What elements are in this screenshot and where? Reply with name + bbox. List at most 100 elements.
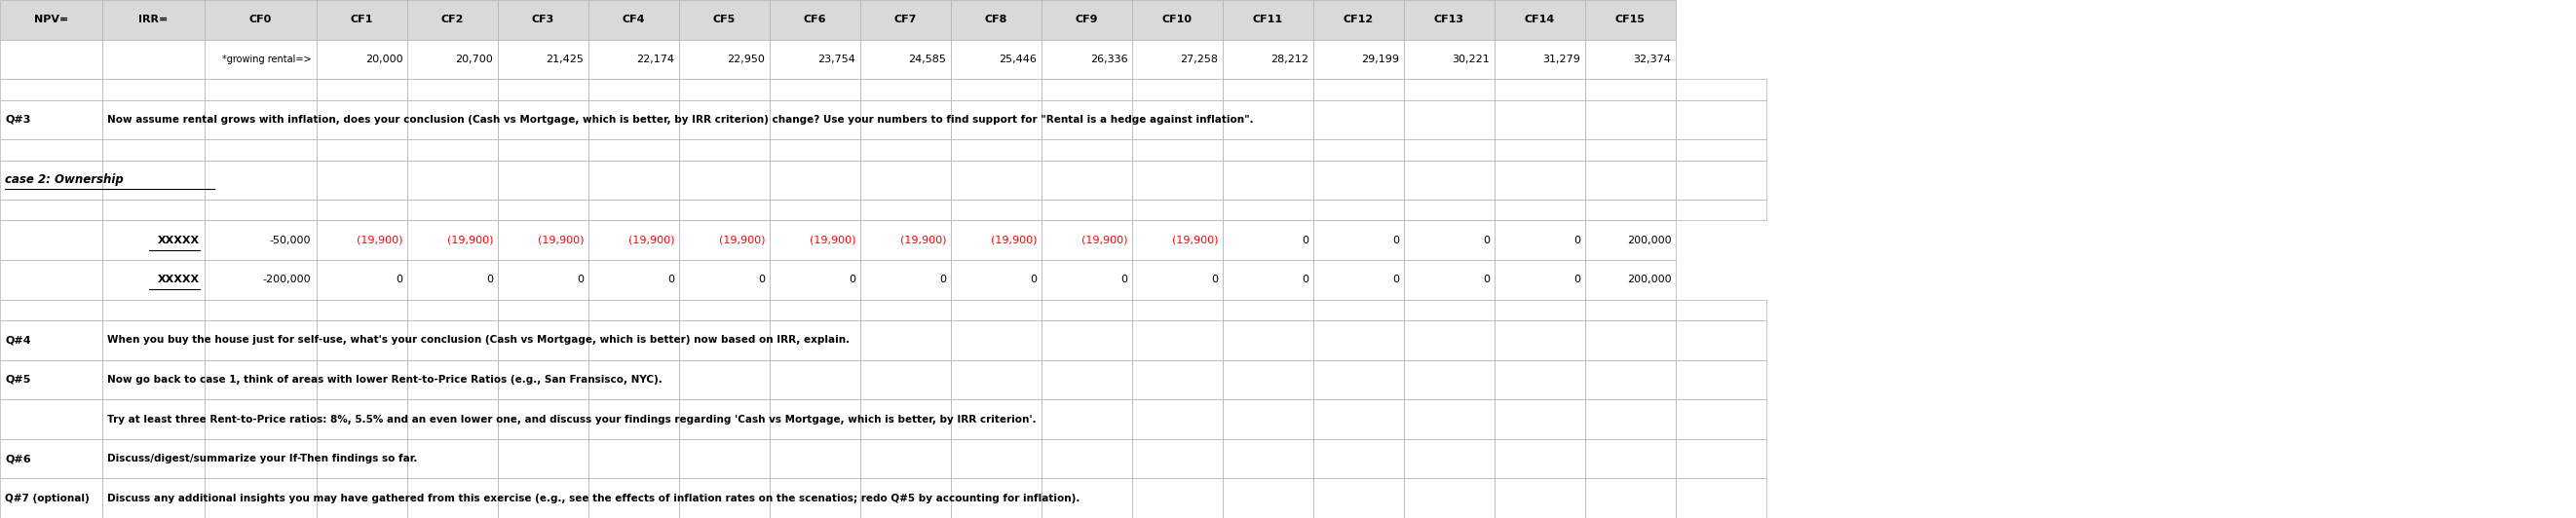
Text: (19,900): (19,900): [1082, 235, 1128, 245]
Bar: [0, 39, 103, 79]
Bar: [317, 160, 407, 200]
Bar: [1041, 360, 1131, 399]
Bar: [1584, 0, 1677, 39]
Bar: [680, 320, 770, 360]
Bar: [497, 100, 587, 139]
Bar: [1677, 320, 1767, 360]
Bar: [1494, 439, 1584, 479]
Bar: [770, 479, 860, 518]
Bar: [1404, 79, 1494, 100]
Text: (19,900): (19,900): [1172, 235, 1218, 245]
Bar: [1041, 100, 1131, 139]
Text: 200,000: 200,000: [1628, 235, 1672, 245]
Bar: [497, 139, 587, 160]
Bar: [1041, 399, 1131, 439]
Bar: [497, 0, 587, 39]
Bar: [407, 320, 497, 360]
Bar: [1224, 221, 1314, 260]
Bar: [1314, 0, 1404, 39]
Bar: [317, 39, 407, 79]
Bar: [1677, 139, 1767, 160]
Text: 24,585: 24,585: [909, 54, 945, 64]
Text: CF12: CF12: [1345, 15, 1373, 25]
Bar: [1404, 399, 1494, 439]
Bar: [1131, 39, 1224, 79]
Bar: [407, 299, 497, 320]
Bar: [951, 299, 1041, 320]
Bar: [204, 360, 317, 399]
Bar: [1314, 100, 1404, 139]
Bar: [407, 160, 497, 200]
Text: (19,900): (19,900): [629, 235, 675, 245]
Text: 20,000: 20,000: [366, 54, 402, 64]
Bar: [680, 299, 770, 320]
Bar: [317, 200, 407, 221]
Text: 0: 0: [1301, 235, 1309, 245]
Bar: [204, 479, 317, 518]
Bar: [951, 479, 1041, 518]
Text: *growing rental=>: *growing rental=>: [222, 54, 312, 64]
Text: 0: 0: [667, 275, 675, 285]
Text: CF2: CF2: [440, 15, 464, 25]
Text: (19,900): (19,900): [992, 235, 1038, 245]
Text: -200,000: -200,000: [263, 275, 312, 285]
Bar: [317, 439, 407, 479]
Bar: [317, 399, 407, 439]
Text: case 2: Ownership: case 2: Ownership: [5, 174, 124, 186]
Bar: [204, 439, 317, 479]
Bar: [1131, 0, 1224, 39]
Bar: [317, 139, 407, 160]
Bar: [103, 39, 204, 79]
Bar: [587, 479, 680, 518]
Text: Q#6: Q#6: [5, 454, 31, 464]
Bar: [317, 100, 407, 139]
Bar: [0, 139, 103, 160]
Bar: [951, 399, 1041, 439]
Text: 31,279: 31,279: [1543, 54, 1582, 64]
Bar: [1224, 260, 1314, 299]
Bar: [1224, 200, 1314, 221]
Bar: [860, 221, 951, 260]
Bar: [951, 160, 1041, 200]
Bar: [860, 39, 951, 79]
Bar: [860, 160, 951, 200]
Bar: [860, 79, 951, 100]
Bar: [1314, 139, 1404, 160]
Text: Discuss any additional insights you may have gathered from this exercise (e.g., : Discuss any additional insights you may …: [108, 493, 1079, 503]
Bar: [407, 221, 497, 260]
Bar: [951, 39, 1041, 79]
Bar: [951, 139, 1041, 160]
Bar: [317, 479, 407, 518]
Bar: [204, 160, 317, 200]
Bar: [587, 320, 680, 360]
Text: IRR=: IRR=: [139, 15, 167, 25]
Bar: [587, 100, 680, 139]
Bar: [1494, 320, 1584, 360]
Bar: [0, 221, 103, 260]
Bar: [860, 399, 951, 439]
Bar: [407, 200, 497, 221]
Bar: [1314, 479, 1404, 518]
Text: CF1: CF1: [350, 15, 374, 25]
Bar: [860, 360, 951, 399]
Text: 0: 0: [757, 275, 765, 285]
Bar: [407, 0, 497, 39]
Bar: [1224, 299, 1314, 320]
Bar: [860, 260, 951, 299]
Bar: [1314, 260, 1404, 299]
Bar: [1494, 79, 1584, 100]
Text: CF13: CF13: [1435, 15, 1463, 25]
Bar: [770, 100, 860, 139]
Bar: [770, 399, 860, 439]
Bar: [1494, 479, 1584, 518]
Bar: [1404, 439, 1494, 479]
Bar: [407, 439, 497, 479]
Bar: [1404, 139, 1494, 160]
Bar: [204, 200, 317, 221]
Bar: [1314, 299, 1404, 320]
Bar: [1584, 221, 1677, 260]
Text: Try at least three Rent-to-Price ratios: 8%, 5.5% and an even lower one, and dis: Try at least three Rent-to-Price ratios:…: [108, 414, 1036, 424]
Bar: [103, 360, 204, 399]
Bar: [204, 39, 317, 79]
Bar: [407, 100, 497, 139]
